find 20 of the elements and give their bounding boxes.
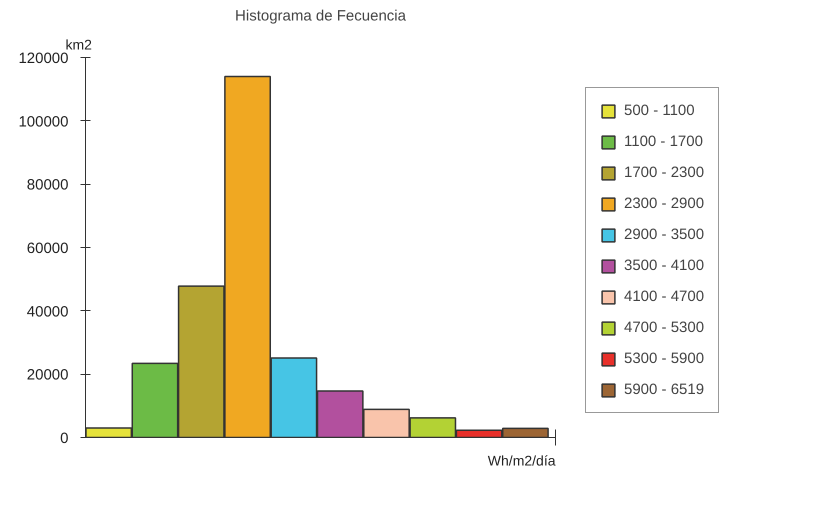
y-tick-label: 40000 (26, 303, 69, 320)
legend-label: 5900 - 6519 (624, 381, 704, 398)
y-tick-label: 0 (60, 430, 68, 447)
legend-label: 500 - 1100 (624, 102, 695, 119)
y-tick-label: 80000 (26, 176, 69, 194)
legend-label: 4100 - 4700 (624, 288, 704, 305)
y-tick-label: 100000 (18, 113, 69, 130)
y-tick-label: 120000 (18, 50, 69, 67)
legend-label: 5300 - 5900 (624, 350, 704, 367)
x-axis-title: Wh/m2/día (488, 452, 556, 468)
legend-label: 4700 - 5300 (624, 319, 704, 336)
chart-title: Histograma de Fecuencia (235, 8, 407, 24)
y-tick-label: 60000 (26, 240, 69, 257)
y-tick-label: 20000 (26, 366, 69, 384)
y-axis-title: km2 (66, 36, 92, 52)
legend-label: 2900 - 3500 (624, 226, 704, 243)
legend-label: 1700 - 2300 (624, 164, 704, 181)
legend-label: 3500 - 4100 (624, 257, 704, 274)
legend-label: 1100 - 1700 (624, 133, 703, 150)
legend-label: 2300 - 2900 (624, 195, 704, 212)
